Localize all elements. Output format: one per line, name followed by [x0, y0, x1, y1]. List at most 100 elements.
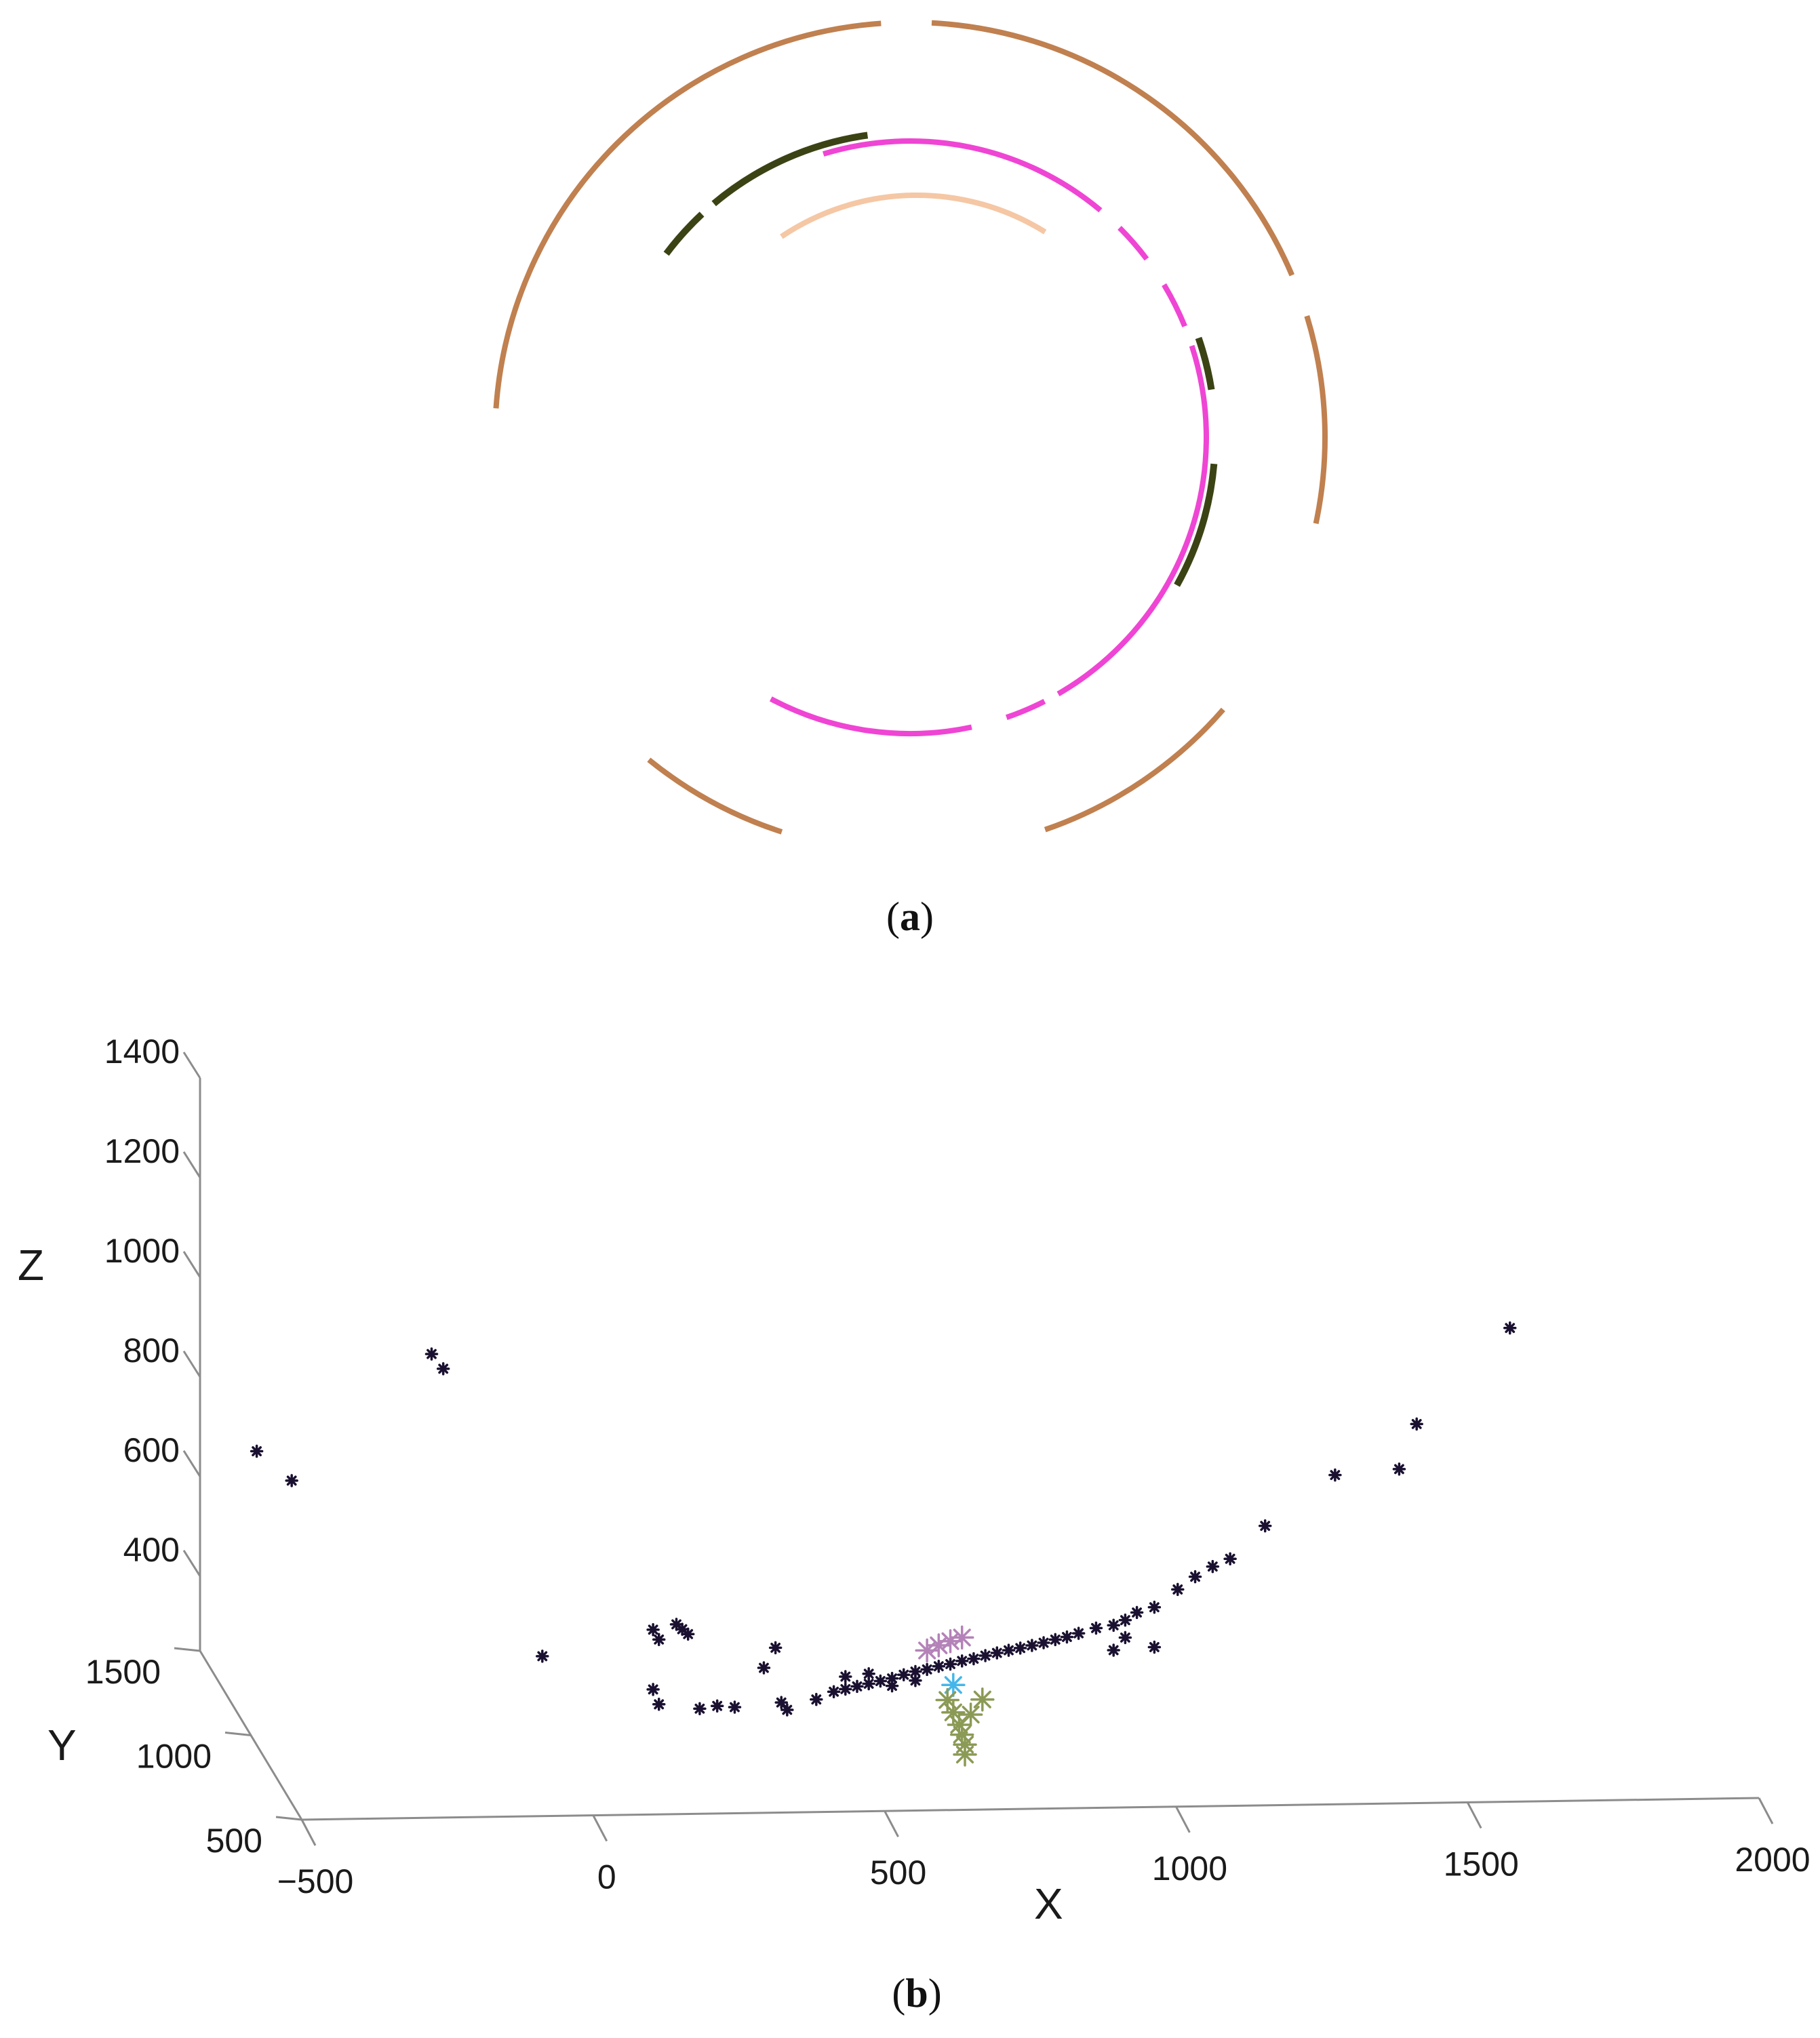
scatter-point-s0-38: [1037, 1636, 1050, 1650]
scatter-point-s0-4: [536, 1650, 549, 1663]
scatter-point-s0-16: [728, 1700, 742, 1714]
scatter-point-s0-50: [1223, 1552, 1237, 1565]
x-tick-4: [1466, 1801, 1482, 1829]
x-tick-3: [1175, 1806, 1191, 1833]
scatter-point-s0-2: [424, 1347, 439, 1361]
z-tick-label-4: 1200: [104, 1132, 180, 1170]
scatter-point-s0-43: [1107, 1618, 1120, 1633]
x-tick-label-3: 1000: [1152, 1850, 1227, 1887]
scatter-point-s0-11: [757, 1661, 771, 1675]
ring-outer-arc-1: [493, 20, 882, 409]
scatter-point-s0-3: [436, 1362, 450, 1376]
x-tick-label-4: 1500: [1444, 1845, 1519, 1883]
x-tick-2: [884, 1810, 899, 1837]
scatter-point-s0-22: [850, 1679, 864, 1694]
scatter-point-s0-39: [1048, 1633, 1062, 1647]
scatter-point-s0-62: [909, 1674, 922, 1687]
scatter-point-s0-19: [810, 1692, 823, 1706]
ring-middle-arc-5: [1005, 698, 1046, 720]
scatter-point-s0-26: [897, 1668, 911, 1681]
scatter-point-s0-55: [1392, 1462, 1406, 1476]
scatter-point-s0-18: [774, 1696, 788, 1709]
z-tick-label-0: 400: [123, 1531, 180, 1569]
scatter-point-s3-4: [958, 1702, 983, 1727]
ring-between-arc-3: [1195, 336, 1215, 391]
z-tick-label-3: 1000: [104, 1232, 180, 1270]
y-axis-name: Y: [47, 1721, 77, 1770]
scatter-point-s0-36: [1013, 1641, 1027, 1655]
scatter-point-s0-42: [1089, 1621, 1103, 1635]
ring-innermost-arc-1: [780, 192, 1047, 239]
scatter-point-s0-6: [652, 1633, 666, 1647]
scatter-point-s0-13: [652, 1698, 666, 1711]
ring-outer-arc-3: [1304, 315, 1328, 525]
panel-a-ring-plot: [493, 20, 1328, 835]
y-tick-0: [275, 1816, 302, 1821]
ring-between-arc-1: [663, 212, 705, 256]
scatter-point-s0-1: [285, 1474, 298, 1487]
scatter-point-s0-41: [1071, 1626, 1086, 1640]
x-tick-label-5: 2000: [1735, 1841, 1810, 1879]
scatter-point-s0-5: [646, 1622, 660, 1637]
scatter-point-s0-31: [955, 1654, 969, 1668]
scatter-point-s1-2: [938, 1629, 963, 1654]
scatter-point-s0-35: [1002, 1643, 1016, 1657]
panel-a-label: (a): [886, 894, 934, 939]
z-tick-5: [182, 1052, 201, 1079]
scatter-point-s0-37: [1025, 1639, 1039, 1652]
scatter-point-s0-53: [1410, 1417, 1423, 1431]
y-tick-1: [224, 1732, 252, 1736]
panel-b-label: (b): [892, 1971, 941, 2016]
scatter-point-s3-3: [935, 1687, 960, 1713]
panel-b-3d-scatter: −500 0 500 1000 1500 2000 500 1000 1500 400 600 800…: [18, 1033, 1811, 1928]
ring-middle-arc-2: [1117, 226, 1149, 261]
scatter-point-s0-24: [873, 1674, 888, 1688]
ring-middle-arc-1: [823, 138, 1103, 213]
scatter-point-s0-27: [909, 1664, 922, 1679]
scatter-point-s0-32: [967, 1652, 981, 1666]
scatter-point-s0-44: [1118, 1613, 1132, 1627]
scatter-point-s0-49: [1206, 1559, 1220, 1574]
ring-middle-arc-6: [769, 696, 972, 736]
ring-outer-arc-4: [1044, 707, 1225, 833]
scatter-point-s0-14: [693, 1702, 707, 1716]
x-tick-0: [300, 1819, 317, 1846]
x-axis-name: X: [1034, 1879, 1063, 1928]
ring-outer-arc-5: [647, 757, 783, 835]
z-tick-2: [182, 1351, 201, 1378]
scatter-point-s0-21: [839, 1682, 852, 1696]
ring-middle-arc-4: [1056, 344, 1209, 696]
scatter-point-s0-12: [646, 1683, 660, 1696]
scatter-point-s0-52: [1328, 1468, 1342, 1482]
scatter-point-s0-30: [943, 1657, 957, 1671]
scatter-point-s0-46: [1147, 1600, 1162, 1614]
scatter-point-s0-0: [250, 1444, 264, 1458]
x-tick-label-2: 500: [870, 1854, 926, 1892]
scatter-point-s1-3: [949, 1625, 974, 1650]
z-tick-4: [182, 1151, 201, 1178]
ring-outer-arc-2: [931, 20, 1294, 277]
z-tick-3: [182, 1251, 201, 1278]
x-axis-line: [301, 1797, 1760, 1821]
panel-b-axes: −500 0 500 1000 1500 2000 500 1000 1500 400 600 800…: [85, 1033, 1811, 1900]
scatter-point-s3-7: [953, 1742, 977, 1767]
scatter-point-s0-29: [932, 1659, 946, 1673]
scatter-point-s0-25: [885, 1671, 899, 1685]
z-axis-name: Z: [18, 1241, 44, 1290]
scatter-point-s3-5: [970, 1687, 995, 1712]
scatter-point-s0-15: [710, 1699, 724, 1713]
scatter-point-s0-51: [1258, 1519, 1272, 1533]
z-tick-0: [182, 1549, 201, 1577]
scatter-point-s0-60: [862, 1667, 875, 1681]
y-tick-label-0: 500: [206, 1822, 262, 1860]
scatter-point-s0-54: [1503, 1321, 1517, 1335]
scatter-point-s0-58: [1107, 1643, 1120, 1657]
z-tick-label-2: 800: [123, 1332, 180, 1370]
scatter-point-s0-33: [978, 1649, 992, 1662]
ring-between-arc-4: [1174, 463, 1218, 587]
z-tick-label-1: 600: [123, 1431, 180, 1469]
ring-middle-arc-3: [1162, 283, 1187, 327]
scatter-point-s0-48: [1188, 1570, 1202, 1584]
scatter-point-s3-2: [941, 1700, 966, 1725]
x-tick-5: [1758, 1797, 1774, 1824]
